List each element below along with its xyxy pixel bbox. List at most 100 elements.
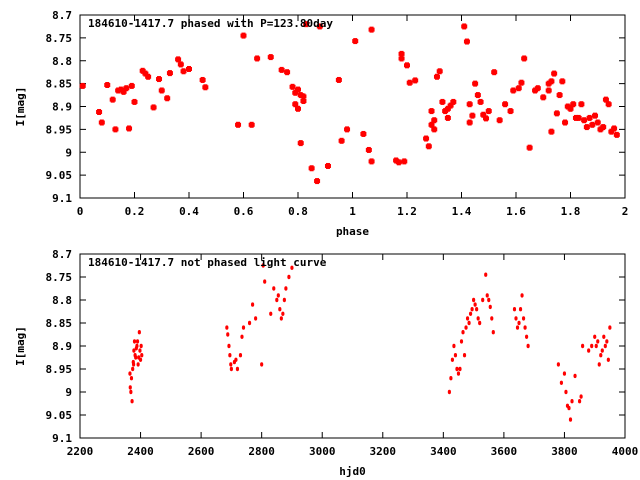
- data-point: [241, 325, 246, 330]
- data-point: [292, 101, 299, 108]
- data-point: [175, 56, 182, 63]
- data-point: [139, 343, 143, 349]
- data-point: [295, 86, 301, 93]
- data-point: [308, 165, 315, 172]
- data-point: [235, 366, 240, 372]
- data-point: [128, 82, 135, 89]
- data-point: [352, 38, 359, 45]
- data-point: [475, 307, 479, 312]
- data-point: [295, 105, 301, 112]
- data-point: [142, 70, 149, 77]
- y-tick-label: 8.95: [46, 363, 73, 376]
- data-points: [128, 263, 612, 422]
- data-point: [463, 38, 470, 45]
- data-point: [476, 316, 480, 321]
- y-axis-label: I[mag]: [14, 326, 27, 366]
- chart-title: 184610-1417.7 not phased light curve: [88, 256, 327, 269]
- x-tick-label: 2: [622, 205, 629, 218]
- data-point: [431, 126, 438, 133]
- data-point: [469, 112, 476, 119]
- y-tick-label: 9.05: [46, 169, 73, 182]
- data-point: [570, 101, 577, 108]
- data-point: [156, 76, 163, 83]
- data-point: [587, 348, 591, 353]
- data-point: [128, 371, 132, 376]
- data-point: [514, 316, 518, 321]
- data-point: [590, 343, 594, 349]
- data-point: [335, 76, 342, 83]
- data-point: [597, 362, 601, 367]
- data-point: [250, 302, 255, 307]
- data-point: [267, 54, 274, 61]
- data-point: [158, 87, 165, 94]
- y-axis-label: I[mag]: [14, 87, 27, 127]
- data-point: [517, 320, 521, 326]
- data-point: [303, 21, 310, 28]
- data-point: [485, 108, 492, 115]
- data-point: [608, 128, 615, 135]
- data-point: [272, 286, 276, 291]
- data-point: [456, 371, 461, 376]
- data-point: [589, 121, 596, 128]
- axis-ticks: 2200 2400 2600 2800 3000 3200 3400 3600 3800 4000…: [46, 248, 639, 458]
- data-point: [481, 297, 485, 303]
- data-point: [600, 348, 604, 353]
- data-point: [524, 334, 529, 339]
- data-point: [452, 343, 456, 349]
- data-point: [314, 178, 321, 185]
- data-point: [605, 101, 612, 108]
- data-point: [120, 88, 127, 95]
- data-point: [247, 320, 252, 326]
- data-point: [428, 108, 435, 115]
- data-point: [551, 70, 558, 77]
- data-point: [599, 353, 603, 358]
- data-point: [109, 96, 116, 103]
- data-point: [226, 332, 230, 337]
- data-point: [140, 353, 144, 358]
- data-point: [79, 82, 86, 89]
- data-point: [260, 362, 264, 367]
- data-point: [282, 297, 286, 303]
- data-point: [568, 417, 573, 422]
- data-point: [279, 316, 283, 321]
- data-point: [131, 362, 136, 367]
- axis-ticks: 0 0.2 0.4 0.6 0.8 1 1.2 1.4 1.6 1.8 2 8.7 8.75 8.8 8.8…: [46, 9, 629, 218]
- data-point: [461, 330, 465, 335]
- data-point: [129, 389, 133, 395]
- data-point: [278, 307, 282, 312]
- data-point: [254, 316, 258, 321]
- y-tick-label: 9: [65, 146, 72, 159]
- data-point: [502, 101, 509, 108]
- data-point: [577, 399, 582, 404]
- data-point: [324, 162, 331, 169]
- data-point: [406, 79, 413, 86]
- data-point: [425, 143, 432, 150]
- unphased-light-curve-panel: 2200 2400 2600 2800 3000 3200 3400 3600 3800 4000…: [14, 248, 638, 478]
- data-point: [449, 376, 453, 381]
- data-point: [458, 366, 462, 372]
- data-point: [261, 263, 265, 268]
- data-point: [597, 126, 604, 133]
- data-point: [225, 325, 229, 330]
- data-point: [398, 50, 405, 57]
- data-point: [545, 87, 552, 94]
- data-point: [559, 78, 566, 85]
- data-point: [548, 78, 555, 85]
- data-point: [483, 115, 490, 122]
- x-tick-label: 3000: [309, 445, 336, 458]
- data-point: [515, 325, 520, 330]
- data-point: [575, 114, 582, 121]
- data-point: [235, 121, 242, 128]
- data-point: [227, 343, 231, 349]
- data-point: [433, 73, 440, 80]
- data-point: [520, 293, 524, 298]
- x-tick-label: 3200: [370, 445, 397, 458]
- data-point: [138, 357, 143, 362]
- data-points: [79, 21, 620, 185]
- x-axis-label: hjd0: [339, 465, 366, 478]
- y-tick-label: 8.9: [52, 340, 72, 353]
- data-point: [467, 320, 471, 326]
- x-tick-label: 3800: [551, 445, 578, 458]
- data-point: [579, 394, 583, 399]
- data-point: [594, 119, 601, 126]
